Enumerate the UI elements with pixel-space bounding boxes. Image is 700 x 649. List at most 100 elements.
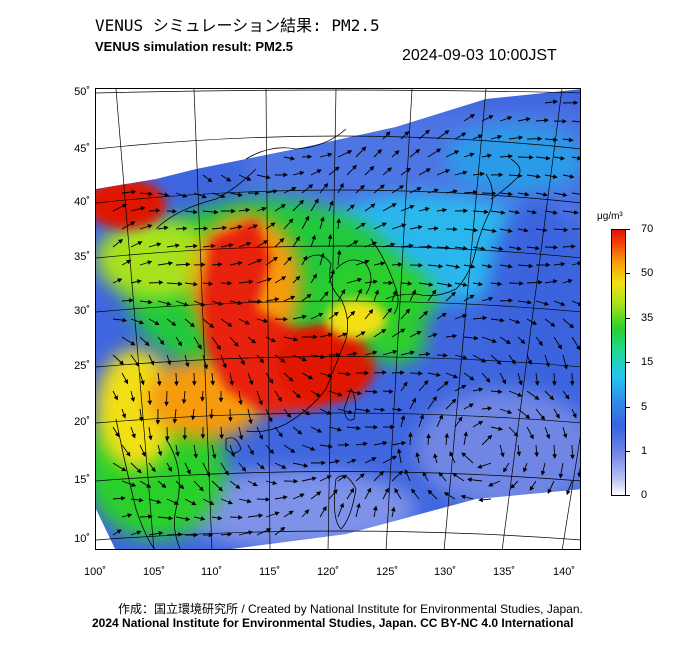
- wind-arrow-head: [508, 191, 513, 197]
- wind-arrow-head: [182, 435, 188, 441]
- wind-arrow-head: [113, 395, 118, 401]
- wind-arrow-head: [283, 316, 288, 322]
- wind-arrow-head: [146, 483, 152, 488]
- lat-label: 45˚: [74, 143, 90, 155]
- wind-arrow-head: [258, 434, 263, 440]
- wind-arrow-head: [529, 485, 535, 491]
- wind-arrow-head: [571, 244, 576, 249]
- wind-arrow-head: [532, 209, 537, 215]
- wind-arrow-head: [288, 376, 294, 382]
- wind-arrow-head: [481, 358, 487, 363]
- wind-arrow-head: [318, 312, 324, 318]
- wind-arrow-head: [470, 264, 476, 269]
- wind-arrow-head: [201, 194, 207, 199]
- wind-arrow-head: [155, 420, 161, 425]
- wind-arrow-head: [410, 350, 415, 356]
- wind-arrow-head: [293, 478, 299, 484]
- wind-arrow-head: [508, 153, 513, 159]
- wind-arrow-head: [366, 487, 372, 493]
- wind-arrow-head: [246, 498, 252, 504]
- wind-arrow-head: [444, 130, 450, 135]
- wind-arrow-head: [507, 228, 513, 233]
- wind-arrow-head: [339, 182, 344, 188]
- wind-arrow-head: [570, 454, 575, 460]
- wind-arrow-head: [573, 210, 579, 215]
- wind-arrow-head: [553, 245, 558, 250]
- wind-arrow-head: [266, 277, 273, 282]
- wind-arrow-head: [120, 496, 126, 501]
- wind-arrow-head: [156, 242, 162, 247]
- wind-arrow-head: [172, 208, 178, 214]
- wind-arrow-head: [238, 435, 244, 441]
- wind-arrow-head: [443, 492, 450, 497]
- wind-arrow-head: [566, 490, 571, 496]
- wind-arrow-head: [332, 489, 338, 495]
- wind-arrow-head: [428, 282, 434, 287]
- wind-arrow-head: [282, 495, 288, 500]
- wind-arrow-head: [445, 245, 451, 251]
- wind-arrow-head: [250, 338, 256, 344]
- wind-arrow-head: [283, 172, 288, 178]
- wind-arrow-head: [129, 298, 134, 303]
- wind-arrow-head: [386, 167, 393, 173]
- wind-arrow-head: [478, 420, 484, 426]
- wind-arrow-head: [373, 279, 378, 285]
- wind-arrow-head: [147, 224, 153, 229]
- wind-arrow-head: [436, 148, 442, 153]
- wind-arrow-head: [290, 155, 296, 161]
- wind-arrow-head: [336, 249, 342, 255]
- wind-arrow-head: [299, 493, 305, 498]
- wind-arrow-head: [293, 336, 299, 342]
- wind-arrow-head: [116, 529, 122, 534]
- wind-arrow-head: [483, 209, 489, 215]
- wind-arrow-head: [536, 174, 541, 179]
- wind-arrow-head: [238, 515, 243, 520]
- wind-arrow-head: [191, 381, 197, 386]
- wind-arrow-head: [469, 294, 475, 300]
- wind-arrow-head: [431, 289, 437, 295]
- wind-arrow-head: [157, 451, 163, 457]
- wind-arrow-head: [379, 184, 385, 190]
- wind-arrow-head: [455, 264, 461, 269]
- wind-arrow-head: [259, 464, 265, 470]
- wind-arrow-head: [168, 261, 174, 266]
- wind-arrow-head: [121, 466, 127, 472]
- wind-arrow-head: [555, 413, 560, 419]
- wind-arrow-head: [385, 131, 391, 137]
- wind-arrow-head: [144, 341, 150, 347]
- wind-arrow-head: [460, 494, 466, 500]
- wind-arrow-head: [216, 345, 221, 350]
- wind-arrow-head: [403, 381, 408, 387]
- wind-arrow-head: [552, 279, 558, 284]
- wind-arrow-head: [307, 154, 313, 160]
- wind-arrow-head: [134, 361, 140, 367]
- wind-arrow-head: [200, 434, 206, 439]
- wind-arrow-head: [249, 449, 254, 456]
- wind-arrow-head: [445, 169, 451, 174]
- wind-arrow-head: [320, 216, 325, 222]
- wind-arrow-head: [443, 381, 449, 386]
- colorbar-label: 50: [641, 267, 654, 279]
- wind-arrow-head: [258, 513, 264, 518]
- wind-arrow-head: [208, 532, 214, 538]
- lat-label: 10˚: [74, 533, 90, 545]
- wind-arrow-head: [266, 528, 272, 533]
- wind-arrow-head: [411, 397, 417, 403]
- wind-arrow-head: [545, 362, 550, 368]
- wind-arrow-head: [419, 414, 425, 420]
- page-title-japanese: VENUS シミュレーション結果: PM2.5: [95, 16, 380, 35]
- colorbar-tick: [626, 407, 630, 408]
- wind-arrow-head: [299, 199, 304, 205]
- lon-label: 100˚: [84, 566, 107, 578]
- wind-arrow-head: [339, 502, 345, 508]
- wind-arrow-head: [210, 243, 216, 249]
- wind-arrow-head: [449, 451, 454, 457]
- wind-arrow-head: [454, 150, 460, 155]
- wind-arrow-head: [480, 246, 486, 251]
- wind-arrow-head: [538, 340, 543, 346]
- wind-arrow-head: [255, 190, 260, 196]
- wind-arrow-head: [203, 364, 209, 370]
- wind-arrow: [571, 120, 580, 123]
- wind-arrow-head: [492, 228, 497, 234]
- wind-arrow-head: [438, 263, 444, 269]
